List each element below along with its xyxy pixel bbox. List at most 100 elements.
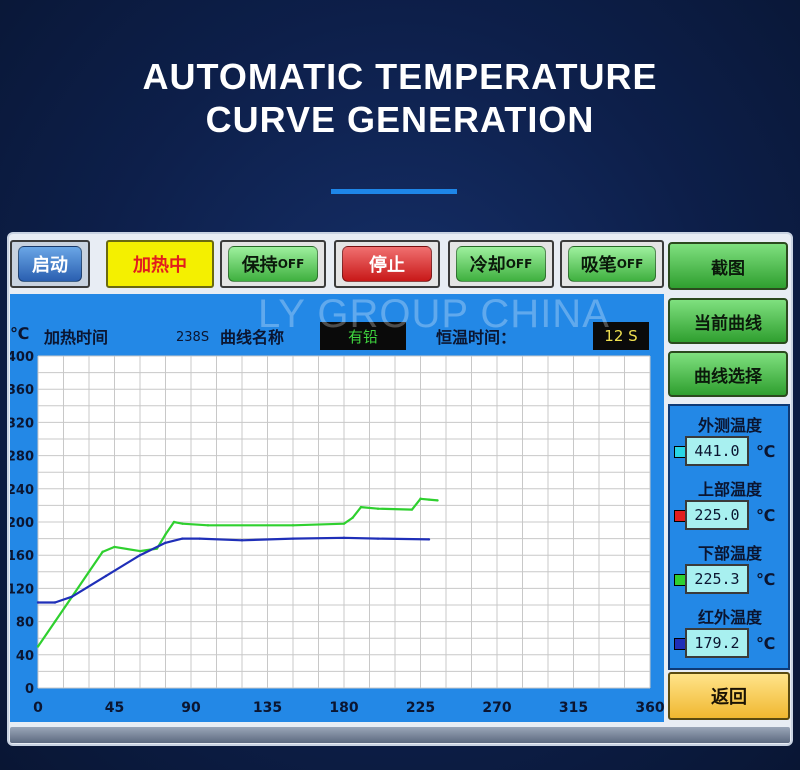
temperature-unit-label: ℃ xyxy=(10,324,30,343)
series-point xyxy=(138,554,142,557)
hold-label: 保持 xyxy=(241,255,278,276)
curve-name-value: 有铅 xyxy=(320,322,406,350)
temperature-curve-chart: 0 40 80 120 160 200 240 280 320 360 400 0 45 90 135 18… xyxy=(10,350,664,716)
upper-temp-label: 上部温度 xyxy=(697,480,762,499)
cool-toggle-button[interactable]: 冷却 OFF xyxy=(448,240,554,288)
screenshot-button[interactable]: 截图 xyxy=(668,242,788,290)
cool-label: 冷却 xyxy=(469,255,506,276)
x-tick-label: 90 xyxy=(181,700,201,716)
curve-select-button[interactable]: 曲线选择 xyxy=(668,351,788,397)
y-tick-label: 360 xyxy=(10,383,34,398)
series-point xyxy=(104,574,108,578)
temperature-readout-panel: 外测温度 441.0 ℃ 上部温度 225.0 ℃ 下部温度 225.3 ℃ 红… xyxy=(668,404,790,670)
data-series xyxy=(36,497,439,648)
back-button[interactable]: 返回 xyxy=(668,672,790,720)
series-point xyxy=(436,499,439,502)
series-point xyxy=(172,520,176,524)
x-tick-label: 225 xyxy=(406,700,435,716)
series-point xyxy=(70,595,74,598)
cool-state: OFF xyxy=(505,257,533,271)
series-point xyxy=(359,505,363,509)
series-point xyxy=(164,541,167,544)
outer-temp-label: 外测温度 xyxy=(697,416,762,435)
y-tick-label: 280 xyxy=(10,450,34,465)
curve-display-screen: ℃ 加热时间 238S 曲线名称 有铅 恒温时间： 12 S 0 40 80 120 1… xyxy=(10,294,664,722)
x-tick-label: 0 xyxy=(33,700,43,716)
y-tick-label: 80 xyxy=(16,616,34,631)
lower-temp-label: 下部温度 xyxy=(697,544,762,563)
x-axis-ticks: 0 45 90 135 180 225 270 315 360 xyxy=(33,700,664,716)
y-tick-label: 0 xyxy=(25,682,34,697)
series-point xyxy=(291,524,295,527)
y-axis-ticks: 0 40 80 120 160 200 240 280 320 360 400 xyxy=(10,350,34,697)
stop-button-label: 停止 xyxy=(342,246,432,282)
series-point xyxy=(138,549,142,553)
hold-state: OFF xyxy=(277,257,305,271)
headline-line-2: CURVE GENERATION xyxy=(205,99,595,140)
series-point xyxy=(342,522,346,525)
y-tick-label: 240 xyxy=(10,483,34,498)
start-button[interactable]: 启动 xyxy=(10,240,90,288)
suction-pen-toggle-button[interactable]: 吸笔 OFF xyxy=(560,240,664,288)
series-point xyxy=(198,537,201,540)
start-button-label: 启动 xyxy=(18,246,82,282)
series-point xyxy=(291,537,295,540)
infrared-temp-label: 红外温度 xyxy=(697,608,762,627)
series-point xyxy=(181,522,184,525)
series-point xyxy=(36,645,40,648)
headline-line-1: AUTOMATIC TEMPERATURE xyxy=(142,56,658,97)
heat-time-label: 加热时间 xyxy=(44,328,109,347)
accent-divider xyxy=(331,189,457,194)
upper-temp-unit: ℃ xyxy=(756,506,776,525)
stop-button[interactable]: 停止 xyxy=(334,240,440,288)
x-tick-label: 270 xyxy=(482,700,511,716)
y-tick-label: 400 xyxy=(10,350,34,365)
grid-lines xyxy=(37,355,651,689)
outer-temp-unit: ℃ xyxy=(756,442,776,461)
series-point xyxy=(36,601,40,604)
series-point xyxy=(419,497,422,500)
y-tick-label: 120 xyxy=(10,582,34,597)
y-tick-label: 320 xyxy=(10,416,34,431)
series-point xyxy=(113,545,116,549)
hold-time-label: 恒温时间： xyxy=(436,328,517,347)
series-point xyxy=(164,533,167,536)
heating-status-label: 加热中 xyxy=(133,255,187,276)
series-point xyxy=(427,538,431,541)
series-point xyxy=(351,516,354,520)
x-tick-label: 135 xyxy=(253,700,282,716)
y-tick-label: 200 xyxy=(10,516,34,531)
heating-status-button[interactable]: 加热中 xyxy=(106,240,214,288)
x-tick-label: 180 xyxy=(329,700,358,716)
infrared-temp-value: 179.2 xyxy=(685,628,749,658)
y-tick-label: 40 xyxy=(16,649,34,664)
series-point xyxy=(101,550,104,554)
infrared-temp-unit: ℃ xyxy=(756,634,776,653)
series-point xyxy=(427,498,431,501)
hold-time-value: 12 S xyxy=(593,322,649,350)
suction-label: 吸笔 xyxy=(580,255,617,276)
x-tick-label: 45 xyxy=(105,700,124,716)
y-tick-label: 160 xyxy=(10,549,34,564)
series-point xyxy=(53,601,57,604)
hold-toggle-button[interactable]: 保持 OFF xyxy=(220,240,326,288)
heat-time-value: 238S xyxy=(176,330,210,345)
series-point xyxy=(181,537,184,540)
series-point xyxy=(376,507,380,510)
series-point xyxy=(240,539,244,542)
x-tick-label: 315 xyxy=(559,700,588,716)
series-point xyxy=(53,620,57,623)
watermark-text: LY GROUP CHINA xyxy=(258,292,610,336)
current-curve-button[interactable]: 当前曲线 xyxy=(668,298,788,344)
series-point xyxy=(87,570,91,573)
suction-state: OFF xyxy=(616,257,644,271)
bottom-edge-bar xyxy=(10,727,790,743)
series-point xyxy=(410,508,414,511)
outer-temp-value: 441.0 xyxy=(685,436,749,466)
x-tick-label: 360 xyxy=(635,700,664,716)
series-point xyxy=(376,537,380,540)
upper-temp-value: 225.0 xyxy=(685,500,749,530)
control-toolbar: 启动 加热中 保持 OFF 停止 冷却 OFF 吸笔 OFF xyxy=(10,238,664,292)
series-point xyxy=(342,536,346,539)
lower-temp-value: 225.3 xyxy=(685,564,749,594)
